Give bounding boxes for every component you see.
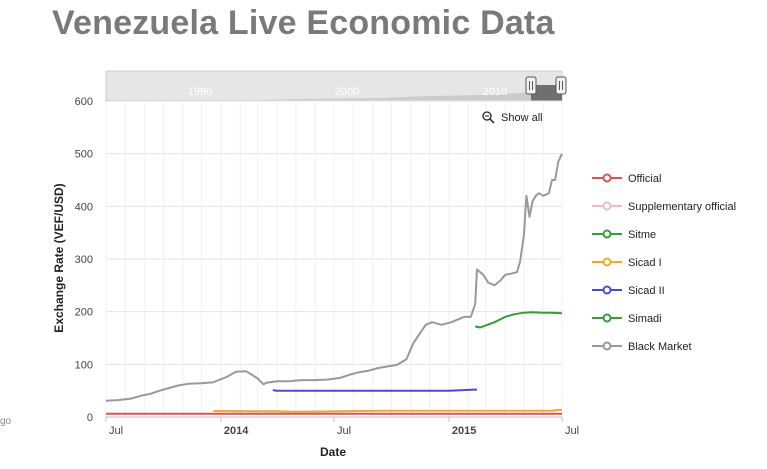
x-axis-ticks: Jul 2014 Jul 2015 Jul [105, 417, 579, 437]
navigator-year-1990: 1990 [188, 86, 212, 98]
navigator-year-2010: 2010 [483, 86, 507, 98]
y-tick-label: 400 [75, 201, 93, 213]
legend-marker [602, 173, 612, 183]
y-tick-label: 200 [75, 307, 93, 319]
navigator-selected-range [531, 85, 562, 101]
y-tick-label: 100 [75, 359, 93, 371]
show-all-label: Show all [501, 112, 543, 124]
navigator[interactable]: 1990 2000 2010 [105, 70, 567, 102]
legend-label: Simadi [628, 313, 662, 325]
y-tick-label: 0 [87, 412, 93, 424]
zoom-icon [482, 111, 492, 121]
chart-legend[interactable]: Official Supplementary official Sitme Sicad… [592, 173, 736, 353]
legend-marker [602, 229, 612, 239]
series-lines [105, 153, 563, 415]
legend-label: Sicad I [628, 257, 662, 269]
series-line-sicad-i [213, 408, 562, 413]
y-axis-ticks: 0 100 200 300 400 500 600 [75, 96, 93, 424]
series-line-sicad-ii [272, 388, 477, 392]
plot-grid [105, 100, 563, 417]
legend-item-sitme[interactable]: Sitme [592, 229, 656, 241]
legend-marker [602, 341, 612, 351]
legend-label: Supplementary official [628, 201, 736, 213]
x-tick-label: 2015 [452, 425, 476, 437]
x-tick-label: 2014 [224, 425, 249, 437]
legend-marker [602, 285, 612, 295]
legend-label: Official [628, 173, 661, 185]
navigator-right-handle[interactable] [555, 76, 567, 95]
y-tick-label: 300 [75, 254, 93, 266]
x-tick-label: Jul [337, 425, 351, 437]
y-tick-label: 500 [75, 149, 93, 161]
x-axis-label: Date [320, 445, 346, 459]
series-line-simadi [474, 311, 563, 329]
legend-label: Black Market [628, 341, 692, 353]
legend-item-simadi[interactable]: Simadi [592, 313, 662, 325]
navigator-series-shade [106, 90, 562, 101]
legend-marker [602, 201, 612, 211]
page-title: Venezuela Live Economic Data [52, 4, 555, 42]
legend-item-sicad-i[interactable]: Sicad I [592, 257, 662, 269]
legend-marker [602, 313, 612, 323]
legend-item-supplementary-official[interactable]: Supplementary official [592, 201, 736, 213]
navigator-left-handle[interactable] [525, 76, 537, 95]
legend-marker [602, 257, 612, 267]
x-tick-label: Jul [109, 425, 123, 437]
legend-label: Sicad II [628, 285, 665, 297]
legend-item-sicad-ii[interactable]: Sicad II [592, 285, 665, 297]
show-all-button[interactable]: Show all [482, 111, 543, 124]
legend-item-official[interactable]: Official [592, 173, 661, 185]
series-line-black-market [105, 153, 563, 402]
side-text-fragment: go [0, 416, 12, 427]
legend-item-black-market[interactable]: Black Market [592, 341, 692, 353]
legend-label: Sitme [628, 229, 656, 241]
y-axis-label: Exchange Rate (VEF/USD) [52, 183, 66, 332]
y-tick-label: 600 [75, 96, 93, 108]
x-tick-label: Jul [565, 425, 579, 437]
navigator-year-2000: 2000 [335, 86, 359, 98]
